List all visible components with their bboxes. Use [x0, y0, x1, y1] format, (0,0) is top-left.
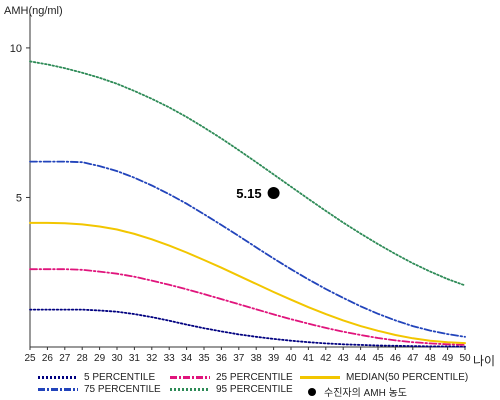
legend-dot: [308, 387, 316, 396]
legend-swatch: [170, 376, 210, 379]
x-tick-label: 28: [77, 353, 89, 364]
series-line-5-percentile: [29, 308, 466, 348]
x-tick-label: 30: [111, 353, 123, 364]
x-tick-label: 44: [355, 353, 367, 364]
patient-amh-value-label: 5.15: [236, 186, 261, 201]
legend-label: 95 PERCENTILE: [216, 384, 293, 395]
x-tick-label: 27: [59, 353, 71, 364]
x-tick-label: 26: [42, 353, 54, 364]
x-tick-label: 29: [94, 353, 106, 364]
chart-axes: AMH(ng/ml) 나이 5 10 25 26 27 28 29 30 31 32 33 34 35 36 3…: [4, 5, 495, 368]
x-tick-label: 38: [251, 353, 263, 364]
chart-marker: 5.15: [236, 186, 280, 201]
legend-item: 75 PERCENTILE: [38, 384, 161, 395]
x-tick-label: 40: [285, 353, 297, 364]
legend-swatch: [170, 388, 210, 391]
chart-series: [29, 60, 466, 348]
x-tick-label: 45: [372, 353, 384, 364]
legend-label: 75 PERCENTILE: [84, 384, 161, 395]
x-axis-label: 나이: [473, 354, 495, 368]
x-tick-label: 37: [233, 353, 245, 364]
x-tick-label: 41: [303, 353, 315, 364]
patient-amh-point: [267, 186, 280, 199]
x-tick-label: 47: [407, 353, 419, 364]
legend-label: 25 PERCENTILE: [216, 372, 293, 383]
x-tick-label: 43: [338, 353, 350, 364]
legend-item: 95 PERCENTILE: [170, 384, 293, 395]
y-tick-label: 10: [10, 43, 22, 55]
series-line-95-percentile: [29, 60, 466, 287]
x-tick-label: 33: [164, 353, 176, 364]
legend-item: MEDIAN(50 PERCENTILE): [300, 372, 468, 383]
x-tick-label: 50: [459, 353, 471, 364]
legend-swatch: [300, 376, 340, 379]
legend-item: 수진자의 AMH 농도: [308, 384, 407, 399]
x-tick-label: 34: [181, 353, 193, 364]
y-tick-label: 5: [16, 192, 22, 204]
x-tick-label: 46: [390, 353, 402, 364]
legend-label: 5 PERCENTILE: [84, 372, 156, 383]
x-tick-label: 42: [320, 353, 332, 364]
series-line-75-percentile: [29, 160, 466, 338]
x-tick-label: 31: [129, 353, 141, 364]
legend-swatch: [38, 376, 78, 379]
series-line-median-50-percentile-: [29, 221, 466, 345]
amh-chart: AMH(ng/ml) 나이 5 10 25 26 27 28 29 30 31 32 33 34 35 36 3…: [4, 5, 495, 368]
legend-swatch: [38, 388, 78, 391]
legend-label: 수진자의 AMH 농도: [324, 388, 407, 399]
legend-item: 25 PERCENTILE: [170, 372, 293, 383]
x-tick-label: 36: [216, 353, 228, 364]
legend-label: MEDIAN(50 PERCENTILE): [346, 372, 469, 383]
y-axis-label: AMH(ng/ml): [4, 5, 63, 17]
x-tick-label: 25: [24, 353, 36, 364]
x-tick-label: 48: [425, 353, 437, 364]
legend-item: 5 PERCENTILE: [38, 372, 155, 383]
x-tick-label: 39: [268, 353, 280, 364]
x-tick-label: 49: [442, 353, 454, 364]
x-tick-label: 35: [198, 353, 210, 364]
x-tick-label: 32: [146, 353, 158, 364]
series-line-25-percentile: [29, 268, 466, 346]
